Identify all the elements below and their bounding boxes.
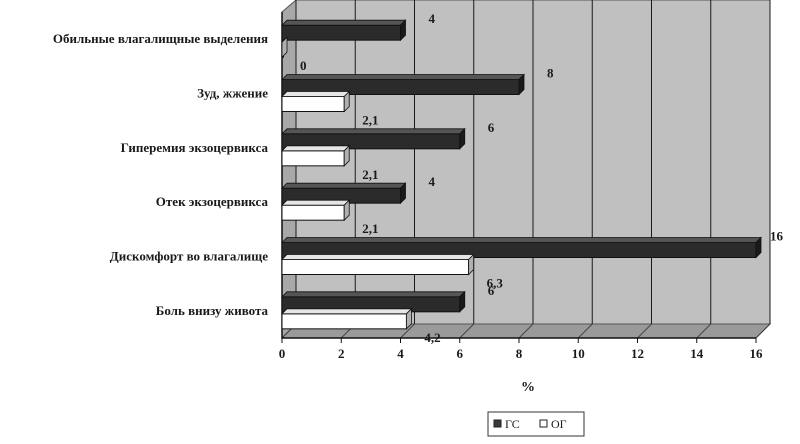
legend: ГС ОГ <box>487 411 585 437</box>
bar-top-face <box>281 128 466 135</box>
data-label-gs: 16 <box>770 229 784 244</box>
bar-top-face <box>281 145 351 152</box>
bar-top-face <box>281 199 351 206</box>
category-label: Дискомфорт во влагалище <box>110 249 268 264</box>
data-label-gs: 8 <box>547 66 554 81</box>
category-label: Гиперемия экзоцервикса <box>121 140 269 155</box>
floor-gridline <box>696 323 712 339</box>
floor-gridline <box>400 323 415 339</box>
legend-box <box>487 411 585 437</box>
floor-gridline <box>755 323 771 339</box>
legend-label-og: ОГ <box>551 417 567 431</box>
bar-top-face <box>281 182 407 189</box>
data-label-og: 2,1 <box>362 167 378 182</box>
category-labels: Обильные влагалищные выделения Зуд, жжени… <box>53 31 269 318</box>
x-tick-label: 8 <box>516 346 523 361</box>
bar-top-face <box>281 254 475 260</box>
data-label-og: 6,3 <box>487 276 504 291</box>
data-label-og: 2,1 <box>362 113 378 128</box>
category-label: Обильные влагалищные выделения <box>53 31 268 46</box>
bar-side-face <box>281 36 288 59</box>
floor-gridline <box>518 323 534 339</box>
bar-og <box>281 96 345 112</box>
x-tick-label: 12 <box>631 346 644 361</box>
bar-top-face <box>281 237 762 243</box>
x-tick-labels: 0 2 4 6 8 10 12 14 16 <box>279 346 763 361</box>
x-tick-label: 10 <box>572 346 585 361</box>
bar-side-face <box>459 127 466 150</box>
bar-side-face <box>343 199 350 222</box>
category-label: Отек экзоцервикса <box>156 194 269 209</box>
data-label-og: 0 <box>300 58 307 73</box>
x-tick-label: 14 <box>690 346 704 361</box>
x-tick-label: 16 <box>750 346 764 361</box>
bar-og <box>281 259 470 275</box>
bar-top-face <box>281 291 466 298</box>
bar-gs <box>281 24 401 41</box>
category-label: Зуд, жжение <box>197 86 268 101</box>
legend-label-gs: ГС <box>505 417 520 431</box>
bar-side-face <box>343 90 350 113</box>
bar-side-face <box>343 144 350 167</box>
bar-side-face <box>400 182 406 205</box>
bar-side-face <box>755 236 762 259</box>
bar-top-face <box>281 19 407 26</box>
data-label-og: 2,1 <box>362 221 378 236</box>
floor-gridline <box>637 323 652 339</box>
data-labels: 40 82,1 62,1 42,1 166,364,2 <box>300 11 784 345</box>
bar-top-face <box>281 91 351 97</box>
floor-gridline <box>577 323 593 339</box>
bar-top-face <box>281 308 413 315</box>
x-axis-title: % <box>521 380 535 395</box>
x-tick-label: 4 <box>397 346 404 361</box>
bar-side-face <box>459 290 466 313</box>
bar-og <box>281 150 345 167</box>
bar-side-face <box>406 307 412 330</box>
data-label-gs: 6 <box>488 283 495 298</box>
x-tick-label: 6 <box>457 346 464 361</box>
axes <box>281 12 757 343</box>
legend-swatch-og <box>539 419 548 428</box>
bar-top-face <box>281 74 525 80</box>
floor-gridline <box>459 323 475 339</box>
legend-swatch-gs <box>493 419 502 428</box>
bar-og <box>281 204 345 221</box>
category-label: Боль внизу живота <box>156 303 269 318</box>
bar-side-face <box>518 73 525 96</box>
x-tick-label: 0 <box>279 346 286 361</box>
bar-og <box>281 313 407 330</box>
data-label-og: 4,2 <box>424 330 440 345</box>
data-label-gs: 4 <box>429 174 436 189</box>
data-label-gs: 4 <box>429 11 436 26</box>
x-tick-label: 2 <box>338 346 345 361</box>
bar-side-face <box>400 19 406 42</box>
bars <box>281 19 762 330</box>
data-label-gs: 6 <box>488 120 495 135</box>
bar-side-face <box>468 253 475 276</box>
